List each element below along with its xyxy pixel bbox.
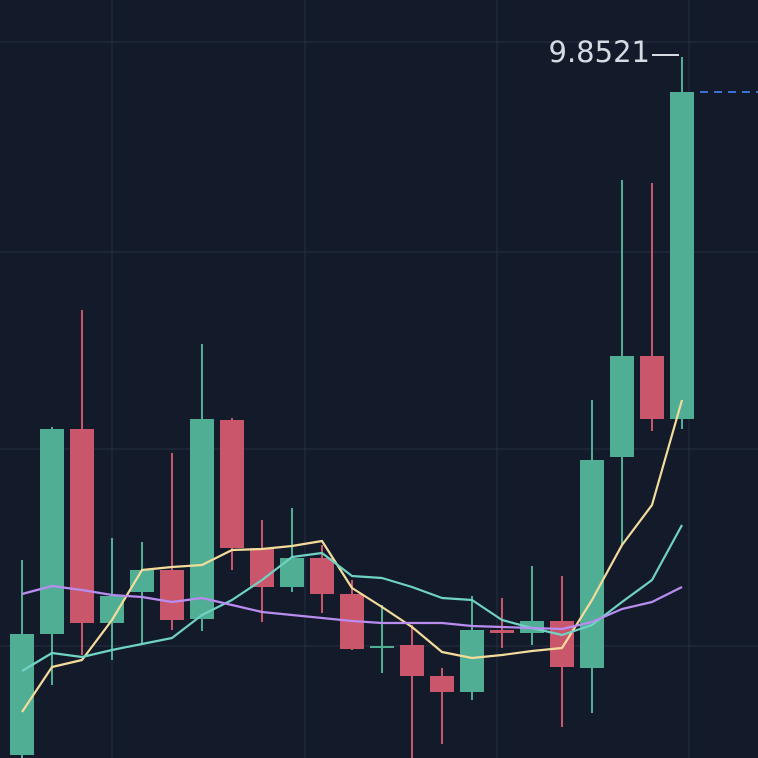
candle-body bbox=[640, 356, 664, 419]
candle-body bbox=[160, 570, 184, 620]
candle-body bbox=[610, 356, 634, 457]
candle-body bbox=[580, 460, 604, 668]
candle-body bbox=[490, 630, 514, 633]
candle-body bbox=[430, 676, 454, 692]
candle-body bbox=[10, 634, 34, 755]
candle-body bbox=[310, 558, 334, 594]
candle-body bbox=[370, 646, 394, 648]
candle-body bbox=[220, 420, 244, 548]
candle-body bbox=[670, 92, 694, 419]
candle-body bbox=[70, 429, 94, 623]
candle-body bbox=[400, 645, 424, 676]
candle-body bbox=[40, 429, 64, 634]
moving-average-line bbox=[21, 524, 683, 672]
annotation: 9.8521 bbox=[549, 35, 650, 69]
candle-body bbox=[190, 419, 214, 619]
candle-body bbox=[460, 630, 484, 692]
candle-body bbox=[130, 570, 154, 592]
moving-average-line bbox=[21, 584, 683, 631]
